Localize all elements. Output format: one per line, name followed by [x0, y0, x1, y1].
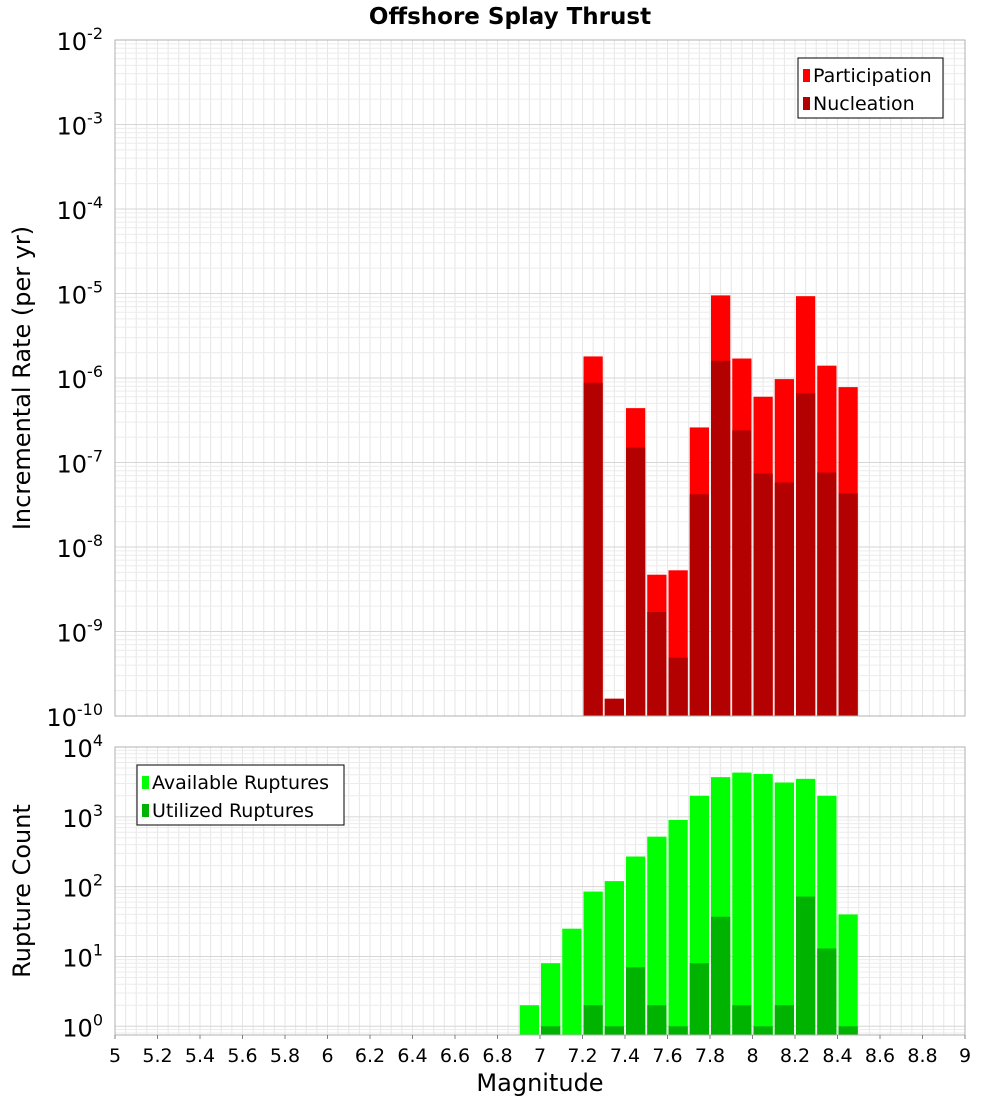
bar-nucleation	[604, 698, 624, 716]
x-tick-label: 6.8	[482, 1045, 512, 1067]
x-tick-label: 7.4	[610, 1045, 640, 1067]
bar-utilized-ruptures	[817, 948, 837, 1035]
y-axis-label: Incremental Rate (per yr)	[8, 226, 36, 530]
legend-box	[136, 764, 345, 826]
y-tick-label: 103	[62, 801, 103, 833]
bar-utilized-ruptures	[647, 1005, 667, 1035]
bar-utilized-ruptures	[753, 1026, 773, 1035]
y-tick-label: 10-5	[57, 278, 104, 310]
x-tick-label: 6.4	[397, 1045, 427, 1067]
legend-swatch	[142, 804, 149, 817]
x-tick-label: 8.2	[780, 1045, 810, 1067]
bar-nucleation	[626, 447, 646, 716]
x-tick-label: 5.8	[270, 1045, 300, 1067]
bar-utilized-ruptures	[583, 1005, 603, 1035]
panel-0: 10-10 10-9 10-8 10-7 10-6 10-5 10-4 10-3 10-2 Inc…	[8, 4, 966, 732]
y-tick-label: 10-4	[57, 193, 104, 225]
bar-available-ruptures	[668, 820, 688, 1035]
bar-available-ruptures	[562, 928, 582, 1035]
y-axis-label: Rupture Count	[8, 804, 36, 978]
legend: Participation Nucleation	[797, 57, 944, 119]
chart-title: Offshore Splay Thrust	[369, 4, 651, 30]
bar-nucleation	[647, 612, 667, 716]
legend-box	[797, 57, 944, 119]
legend-label: Nucleation	[813, 93, 915, 115]
bar-nucleation	[583, 382, 603, 716]
x-tick-label: 7.8	[695, 1045, 725, 1067]
bar-nucleation	[668, 657, 688, 716]
bar-utilized-ruptures	[796, 896, 816, 1035]
panel-1: 100 101 102 103 104 Rupture Count 5 5.2 5.4 5.6 5.…	[8, 731, 971, 1097]
y-tick-label: 10-7	[57, 447, 104, 479]
x-tick-label: 6.6	[440, 1045, 470, 1067]
bar-utilized-ruptures	[541, 1026, 561, 1035]
bar-available-ruptures	[753, 774, 773, 1035]
plot-border	[114, 39, 966, 717]
x-axis-label: Magnitude	[476, 1069, 603, 1097]
bar-nucleation	[838, 493, 858, 716]
bar-available-ruptures	[732, 772, 752, 1035]
bar-nucleation	[753, 473, 773, 716]
legend-label: Participation	[813, 65, 932, 87]
y-tick-label: 102	[62, 871, 103, 903]
bar-utilized-ruptures	[626, 967, 646, 1035]
bar-utilized-ruptures	[732, 1005, 752, 1035]
bar-nucleation	[689, 494, 709, 716]
legend: Available Ruptures Utilized Ruptures	[136, 764, 345, 826]
y-tick-label: 101	[62, 940, 103, 972]
bar-utilized-ruptures	[604, 1026, 624, 1035]
bar-available-ruptures	[519, 1005, 539, 1035]
bar-nucleation	[796, 393, 816, 716]
bar-nucleation	[732, 430, 752, 716]
bar-utilized-ruptures	[689, 963, 709, 1035]
bar-nucleation	[774, 482, 794, 716]
x-tick-label: 7.6	[652, 1045, 682, 1067]
legend-label: Utilized Ruptures	[152, 800, 314, 822]
y-tick-label: 104	[62, 731, 103, 763]
bar-nucleation	[711, 360, 731, 716]
y-tick-label: 10-10	[46, 700, 103, 732]
bar-nucleation	[817, 472, 837, 716]
y-tick-label: 10-3	[57, 109, 104, 141]
bar-utilized-ruptures	[774, 1005, 794, 1035]
x-tick-label: 8.4	[822, 1045, 852, 1067]
bar-available-ruptures	[647, 836, 667, 1035]
x-tick-label: 6	[321, 1045, 333, 1067]
legend-swatch	[803, 69, 810, 82]
bar-available-ruptures	[774, 782, 794, 1035]
x-tick-label: 5.6	[227, 1045, 257, 1067]
legend-swatch	[803, 97, 810, 110]
x-tick-label: 5	[109, 1045, 121, 1067]
bar-utilized-ruptures	[668, 1026, 688, 1035]
bar-available-ruptures	[838, 914, 858, 1035]
x-tick-label: 5.4	[185, 1045, 215, 1067]
x-tick-label: 8.6	[865, 1045, 895, 1067]
legend-label: Available Ruptures	[152, 772, 329, 794]
y-tick-label: 10-6	[57, 362, 104, 394]
bar-available-ruptures	[583, 891, 603, 1035]
x-tick-label: 6.2	[355, 1045, 385, 1067]
y-tick-label: 100	[62, 1010, 103, 1042]
bar-utilized-ruptures	[838, 1026, 858, 1035]
bar-available-ruptures	[541, 963, 561, 1035]
y-tick-label: 10-9	[57, 616, 104, 648]
x-tick-label: 7.2	[567, 1045, 597, 1067]
x-tick-label: 8	[746, 1045, 758, 1067]
legend-swatch	[142, 776, 149, 789]
x-tick-label: 7	[534, 1045, 546, 1067]
x-tick-label: 5.2	[142, 1045, 172, 1067]
x-tick-label: 9	[959, 1045, 971, 1067]
bar-available-ruptures	[604, 881, 624, 1035]
x-tick-label: 8.8	[907, 1045, 937, 1067]
y-tick-label: 10-2	[57, 24, 104, 56]
y-tick-label: 10-8	[57, 531, 104, 563]
bar-utilized-ruptures	[711, 916, 731, 1035]
